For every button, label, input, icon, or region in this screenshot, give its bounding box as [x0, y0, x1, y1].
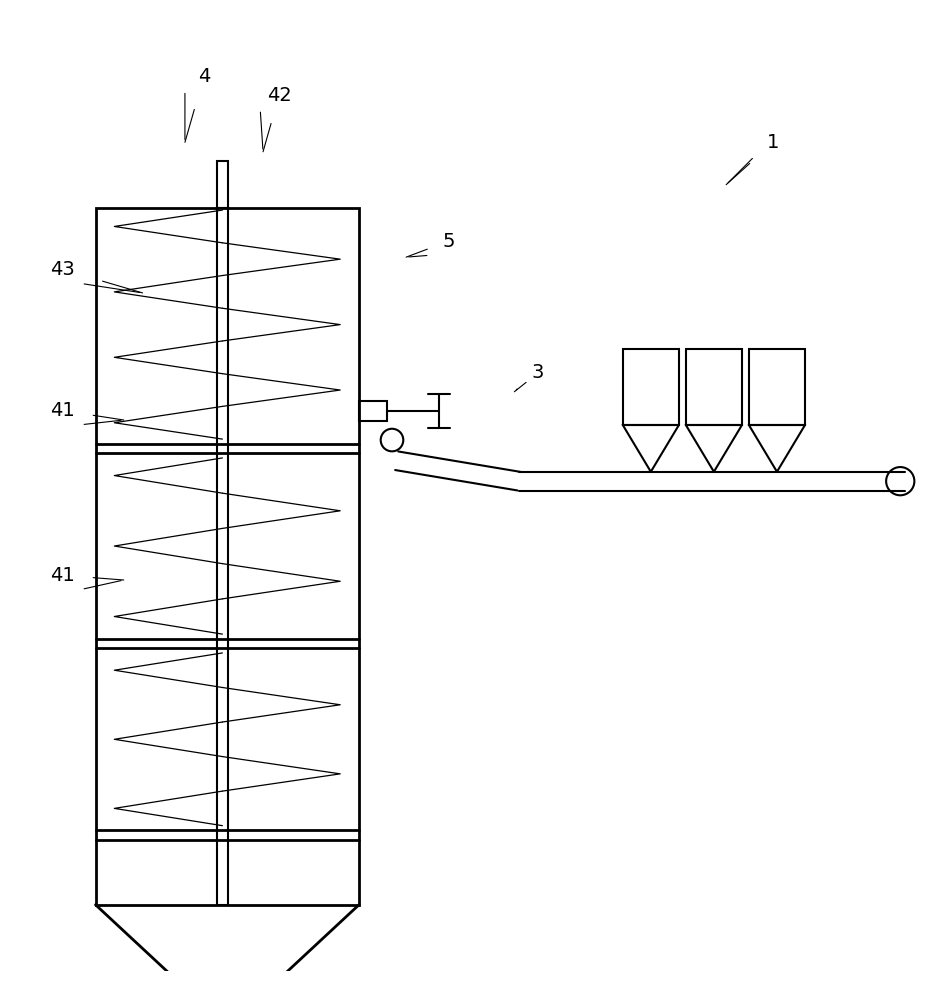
Text: 4: 4	[197, 67, 210, 86]
Bar	[217, 161, 228, 208]
Text: 42: 42	[266, 86, 292, 105]
Text: 1: 1	[767, 133, 780, 152]
Bar	[95, 208, 359, 905]
Text: 41: 41	[50, 401, 75, 420]
Bar	[359, 401, 387, 421]
Bar	[217, 208, 228, 905]
Text: 43: 43	[50, 260, 75, 279]
Bar	[623, 349, 679, 425]
Text: 41: 41	[50, 566, 75, 585]
Bar	[749, 349, 805, 425]
Bar	[685, 349, 742, 425]
Text: 3: 3	[531, 363, 544, 382]
Text: 5: 5	[442, 232, 455, 251]
